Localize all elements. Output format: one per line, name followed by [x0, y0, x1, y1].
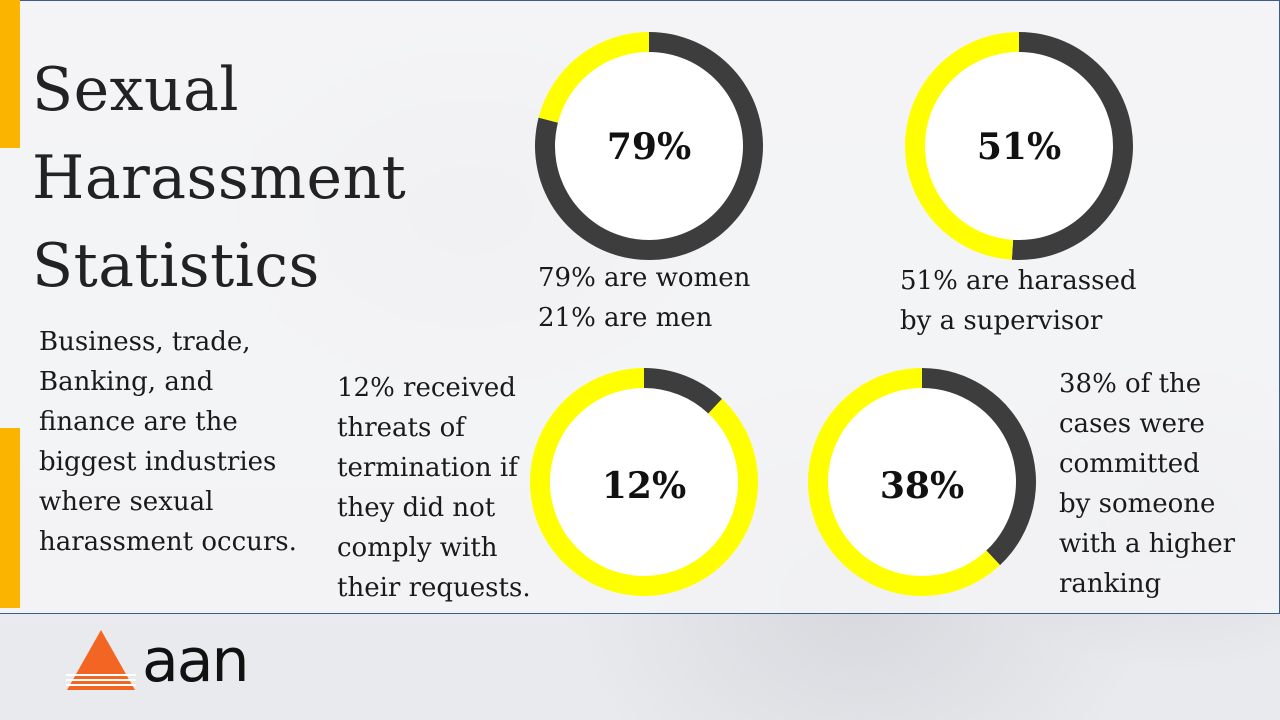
text-line: biggest industries [39, 447, 277, 477]
caption-line: 21% are men [538, 303, 713, 333]
caption-line: by someone [1059, 489, 1216, 519]
donut-center [545, 42, 753, 250]
caption-higher-ranking: 38% of the cases were committed by someo… [1059, 364, 1235, 604]
donut-center [915, 42, 1123, 250]
text-line: finance are the [39, 407, 238, 437]
donut-center [818, 378, 1026, 586]
caption-line: cases were [1059, 409, 1205, 439]
donut-chart-supervisor: 51% [905, 32, 1134, 260]
accent-bar-bottom [0, 428, 20, 608]
caption-line: 12% received [337, 373, 516, 403]
caption-supervisor: 51% are harassed by a supervisor [900, 261, 1137, 341]
caption-line: threats of [337, 413, 465, 443]
title-line: Sexual [32, 55, 240, 125]
text-line: Banking, and [39, 367, 214, 397]
accent-bar-top [0, 0, 20, 148]
caption-line: their requests. [337, 573, 531, 603]
donut-value-label: 12% [602, 465, 686, 507]
title-line: Statistics [32, 231, 320, 301]
caption-line: termination if [337, 453, 518, 483]
donut-segment-primary [644, 368, 723, 414]
triangle-logo-icon [66, 630, 136, 690]
donut-segment-secondary [808, 368, 1001, 596]
donut-center [540, 378, 748, 586]
donut-value-label: 79% [607, 126, 691, 168]
caption-line: 51% are harassed [900, 266, 1137, 296]
caption-line: comply with [337, 533, 498, 563]
industries-text: Business, trade, Banking, and finance ar… [39, 322, 297, 562]
caption-line: 79% are women [538, 263, 751, 293]
caption-threats: 12% received threats of termination if t… [337, 368, 531, 608]
text-line: where sexual [39, 487, 214, 517]
logo-text: aan [142, 626, 250, 696]
caption-line: committed [1059, 449, 1200, 479]
donut-segment-primary [1011, 32, 1134, 260]
donut-value-label: 38% [880, 465, 964, 507]
donut-value-label: 51% [977, 126, 1061, 168]
caption-women: 79% are women 21% are men [538, 258, 750, 338]
donut-chart-higher-ranking: 38% [808, 368, 1036, 596]
donut-chart-women: 79% [535, 32, 763, 260]
caption-line: they did not [337, 493, 496, 523]
text-line: harassment occurs. [39, 527, 297, 557]
caption-line: with a higher [1059, 529, 1236, 559]
caption-line: 38% of the [1059, 369, 1202, 399]
caption-line: ranking [1059, 569, 1162, 599]
title-line: Harassment [32, 143, 407, 213]
donut-segment-secondary [905, 32, 1019, 260]
caption-line: by a supervisor [900, 306, 1103, 336]
donut-segment-primary [922, 368, 1036, 566]
donut-segment-secondary [538, 32, 649, 123]
text-line: Business, trade, [39, 327, 251, 357]
page-title: Sexual Harassment Statistics [32, 46, 406, 310]
donut-chart-threats: 12% [530, 368, 758, 596]
